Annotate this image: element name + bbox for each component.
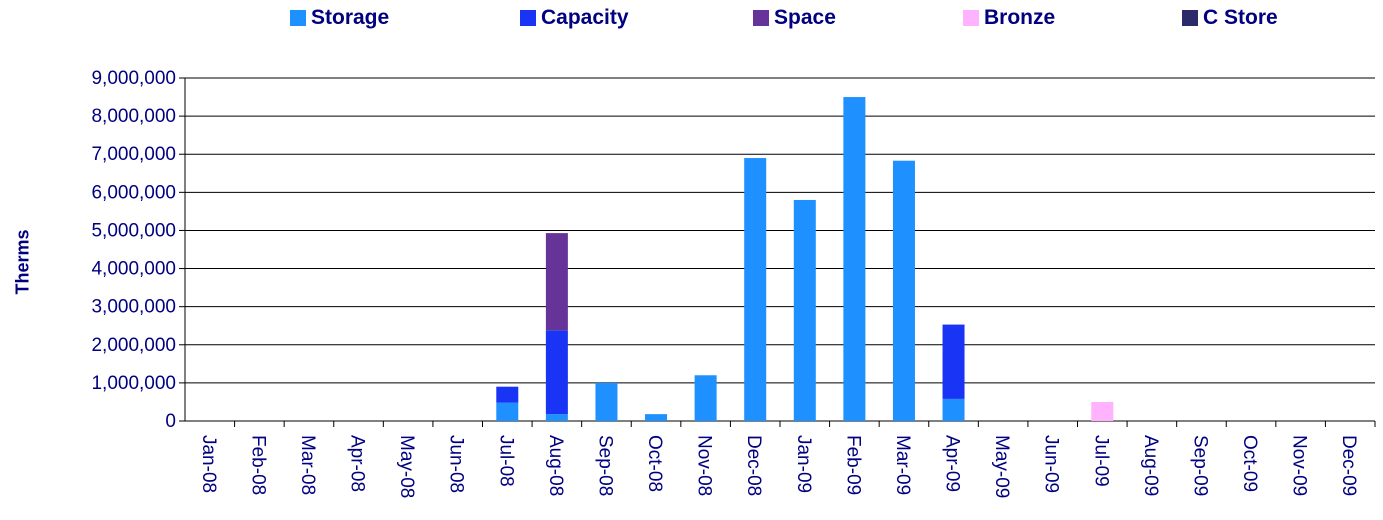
x-tick-label: Nov-09 <box>1289 435 1310 496</box>
legend-item-storage: Storage <box>290 6 389 30</box>
legend-label: Capacity <box>541 6 629 29</box>
x-tick-label: May-08 <box>396 435 417 498</box>
y-tick-label: 9,000,000 <box>91 68 176 89</box>
x-tick-label: Dec-08 <box>743 435 764 496</box>
bar-capacity <box>545 330 568 415</box>
x-tick-label: Mar-09 <box>892 435 913 495</box>
x-tick-label: Jun-09 <box>1041 435 1062 493</box>
legend-item-capacity: Capacity <box>520 6 629 30</box>
y-tick-label: 8,000,000 <box>91 106 176 127</box>
bar-capacity <box>496 386 519 403</box>
x-tick-label: Jul-08 <box>495 435 516 487</box>
bar-capacity <box>942 324 965 399</box>
x-tick-label: Jun-08 <box>446 435 467 493</box>
y-tick-label: 0 <box>165 411 176 432</box>
x-tick-label: Sep-09 <box>1189 435 1210 496</box>
legend-swatch <box>520 10 536 26</box>
y-tick-label: 2,000,000 <box>91 335 176 356</box>
legend-label: Storage <box>311 6 390 29</box>
y-tick-label: 1,000,000 <box>91 373 176 394</box>
bar-storage <box>645 414 668 421</box>
legend-label: Bronze <box>984 6 1056 29</box>
y-tick-label: 6,000,000 <box>91 182 176 203</box>
bar-storage <box>496 402 519 421</box>
bar-storage <box>595 382 618 421</box>
x-tick-label: Oct-09 <box>1239 435 1260 492</box>
y-tick-label: 5,000,000 <box>91 220 176 241</box>
bar-storage <box>744 158 767 422</box>
x-tick-label: Oct-08 <box>644 435 665 492</box>
x-tick-label: Nov-08 <box>694 435 715 496</box>
x-tick-label: Dec-09 <box>1338 435 1359 496</box>
x-tick-label: Aug-08 <box>545 435 566 496</box>
chart-legend: Storage Capacity Space Bronze C Store <box>0 6 1383 32</box>
bar-space <box>545 233 568 331</box>
x-tick-label: Feb-08 <box>247 435 268 495</box>
bar-storage <box>942 398 965 421</box>
legend-label: C Store <box>1203 6 1278 29</box>
legend-item-c-store: C Store <box>1182 6 1278 30</box>
y-tick-label: 3,000,000 <box>91 297 176 318</box>
legend-swatch <box>1182 10 1198 26</box>
legend-item-bronze: Bronze <box>963 6 1055 30</box>
x-tick-label: Jan-09 <box>793 435 814 493</box>
bar-storage <box>694 375 717 421</box>
x-tick-label: May-09 <box>991 435 1012 498</box>
bar-storage <box>892 160 915 421</box>
x-tick-label: Aug-09 <box>1140 435 1161 496</box>
x-tick-label: Apr-09 <box>942 435 963 492</box>
x-tick-label: Feb-09 <box>842 435 863 495</box>
bar-bronze <box>1091 401 1114 421</box>
legend-swatch <box>963 10 979 26</box>
legend-swatch <box>290 10 306 26</box>
x-tick-label: Jan-08 <box>198 435 219 493</box>
x-tick-label: Jul-09 <box>1090 435 1111 487</box>
bar-storage <box>793 199 816 421</box>
x-tick-label: Apr-08 <box>347 435 368 492</box>
legend-label: Space <box>774 6 836 29</box>
y-tick-label: 4,000,000 <box>91 259 176 280</box>
x-tick-label: Sep-08 <box>594 435 615 496</box>
x-tick-label: Mar-08 <box>297 435 318 495</box>
bar-storage <box>545 414 568 421</box>
bar-storage <box>843 97 866 422</box>
y-tick-label: 7,000,000 <box>91 144 176 165</box>
legend-swatch <box>753 10 769 26</box>
legend-item-space: Space <box>753 6 836 30</box>
